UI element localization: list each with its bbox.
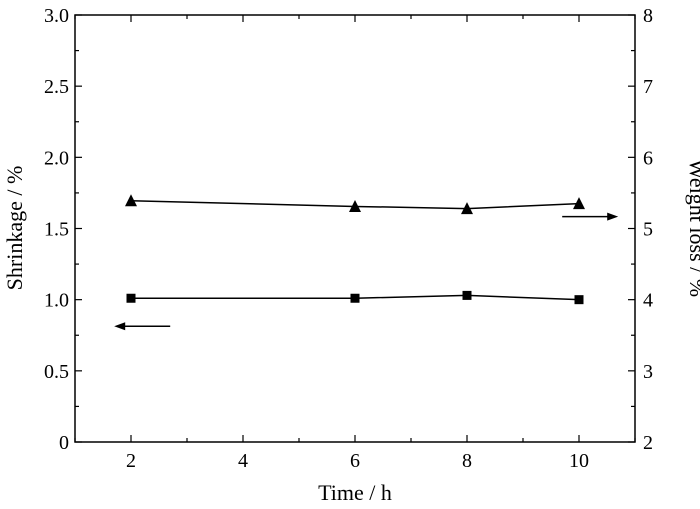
ticks: [74, 14, 636, 443]
y-right-tick-label: 2: [643, 432, 653, 454]
plot-frame: [74, 14, 636, 443]
series-0-line: [131, 294, 580, 301]
arrow-right-head: [607, 212, 619, 221]
x-tick-label: 6: [350, 450, 360, 472]
y-right-tick-label: 8: [643, 5, 653, 27]
series-markers: [125, 194, 585, 305]
y-left-tick-label: 0.5: [44, 361, 69, 383]
series-1-point: [461, 202, 473, 215]
y-left-tick-label: 2.0: [44, 147, 69, 169]
y-left-tick-label: 2.5: [44, 76, 69, 98]
y-right-tick-label: 6: [643, 147, 653, 169]
y-left-tick-label: 1.5: [44, 219, 69, 241]
x-axis-title: Time / h: [318, 480, 392, 505]
series-lines: [130, 199, 580, 301]
series-1-point: [349, 199, 361, 212]
y-left-tick-label: 3.0: [44, 5, 69, 27]
y-right-tick-label: 4: [643, 290, 653, 312]
series-0-point: [126, 293, 136, 303]
x-tick-label: 2: [126, 450, 136, 472]
y-left-tick-label: 0: [59, 432, 69, 454]
arrows: [114, 212, 619, 331]
y-axis-right-title: Weight loss / %: [685, 159, 700, 297]
y-right-tick-label: 7: [643, 76, 653, 98]
y-axis-left-title: Shrinkage / %: [2, 166, 27, 291]
series-0-point: [462, 290, 472, 300]
series-1-point: [125, 194, 137, 207]
x-tick-label: 4: [238, 450, 248, 472]
series-0-point: [350, 293, 360, 303]
y-right-tick-label: 5: [643, 219, 653, 241]
y-left-tick-label: 1.0: [44, 290, 69, 312]
arrow-left-head: [114, 322, 126, 331]
x-tick-label: 10: [569, 450, 589, 472]
y-right-tick-label: 3: [643, 361, 653, 383]
tick-labels: 2 4 6 8 10 0 0.5 1.0 1.5 2.0 2.5 3.0 2 3 4 5 6 7 8: [44, 5, 653, 472]
x-tick-label: 8: [462, 450, 472, 472]
series-0-point: [574, 295, 584, 305]
series-1-point: [573, 197, 585, 210]
series-1-line: [130, 199, 580, 210]
